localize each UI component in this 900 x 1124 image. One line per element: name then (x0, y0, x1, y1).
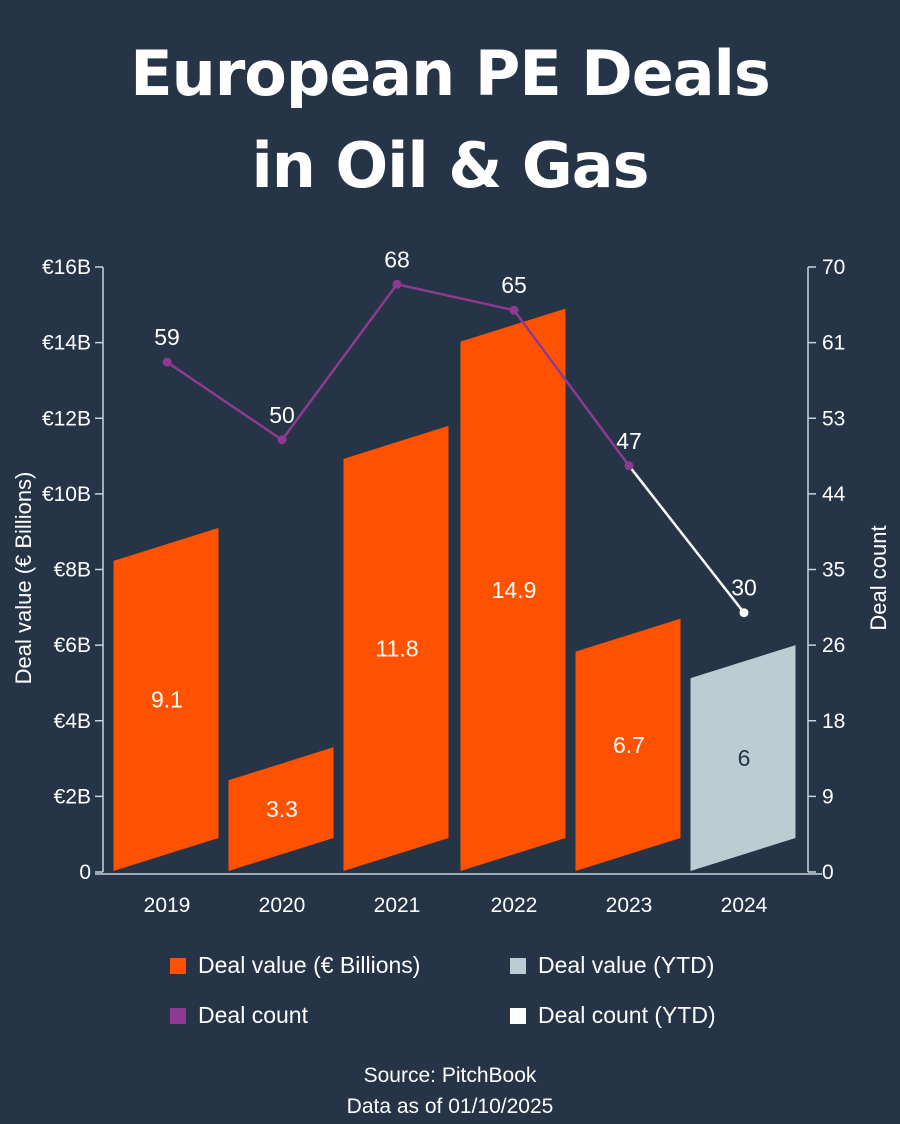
deal-count-label: 47 (616, 428, 642, 454)
x-tick-label: 2020 (259, 894, 306, 917)
left-tick-label: €10B (42, 483, 91, 506)
bar-value-label: 9.1 (151, 686, 183, 712)
left-tick-label: €8B (54, 559, 91, 582)
chart-area: 0 €2B €4B €6B €8B €10B €12B €14B €16B 0 9 18 26 35 44 5… (11, 246, 891, 917)
deal-count-label: 30 (731, 575, 757, 601)
x-tick-label: 2019 (144, 894, 191, 917)
left-tick-label: 0 (79, 861, 91, 884)
bar-value-label: 14.9 (492, 577, 537, 603)
bar-value-label: 11.8 (375, 635, 418, 661)
deal-count-marker (509, 305, 519, 315)
legend-label-deal-count-ytd: Deal count (YTD) (538, 1002, 716, 1028)
deal-count-marker (277, 435, 287, 445)
deal-count-marker (624, 461, 634, 471)
right-tick-label: 70 (822, 256, 845, 279)
chart-title: European PE Deals in Oil & Gas (0, 28, 900, 212)
bar-deal-value (343, 425, 449, 871)
bar-value-label: 6.7 (613, 732, 645, 758)
left-tick-label: €14B (42, 332, 91, 355)
legend-item-deal-value-ytd: Deal value (YTD) (510, 952, 714, 979)
bar-deal-value (575, 618, 681, 871)
legend-item-deal-count: Deal count (170, 1002, 308, 1029)
deal-count-marker (162, 357, 172, 367)
bar-deal-value (113, 527, 219, 871)
left-tick-label: €6B (54, 634, 91, 657)
left-tick-label: €16B (42, 256, 91, 279)
deal-count-label: 65 (501, 272, 527, 298)
right-tick-label: 0 (822, 861, 834, 884)
legend-swatch-deal-count-ytd-icon (510, 1007, 526, 1024)
legend-label-deal-value: Deal value (€ Billions) (198, 952, 421, 978)
x-tick-label: 2023 (606, 894, 653, 917)
right-tick-label: 26 (822, 634, 845, 657)
x-tick-label: 2024 (721, 894, 768, 917)
bar-value-label: 3.3 (266, 796, 298, 822)
deal-count-label: 59 (154, 324, 180, 350)
left-tick-label: €4B (54, 710, 91, 733)
x-tick-label: 2021 (374, 894, 421, 917)
legend-swatch-deal-value-ytd-icon (510, 957, 526, 974)
legend-item-deal-value: Deal value (€ Billions) (170, 952, 420, 979)
right-axis-title: Deal count (866, 525, 891, 630)
x-tick-label: 2022 (491, 894, 538, 917)
right-tick-label: 53 (822, 407, 845, 430)
right-tick-label: 9 (822, 785, 834, 808)
legend-swatch-deal-count-icon (170, 1007, 186, 1024)
data-as-of-text: Data as of 01/10/2025 (346, 1095, 554, 1118)
right-tick-label: 35 (822, 559, 845, 582)
title-line-1: European PE Deals (130, 37, 771, 110)
bar-deal-value-ytd (690, 645, 796, 871)
source-note: Source: PitchBook Data as of 01/10/2025 (0, 1060, 900, 1122)
deal-count-label: 50 (269, 402, 295, 428)
left-axis-title: Deal value (€ Billions) (11, 472, 36, 685)
source-text: Source: PitchBook (363, 1064, 537, 1087)
right-tick-label: 44 (822, 483, 846, 506)
legend-label-deal-count: Deal count (198, 1002, 308, 1028)
legend-item-deal-count-ytd: Deal count (YTD) (510, 1002, 716, 1029)
right-tick-label: 61 (822, 332, 845, 355)
deal-count-label: 68 (384, 246, 410, 272)
left-tick-label: €12B (42, 407, 91, 430)
legend-label-deal-value-ytd: Deal value (YTD) (538, 952, 715, 978)
left-tick-label: €2B (54, 785, 91, 808)
deal-count-ytd-line (628, 465, 745, 614)
bar-deal-value (228, 747, 334, 871)
right-tick-label: 18 (822, 710, 845, 733)
bar-value-label: 6 (738, 745, 751, 771)
deal-count-ytd-marker (739, 608, 749, 618)
legend-swatch-deal-value-icon (170, 957, 186, 974)
bar-deal-value (460, 308, 566, 871)
deal-count-marker (392, 279, 402, 289)
title-line-2: in Oil & Gas (251, 129, 649, 202)
